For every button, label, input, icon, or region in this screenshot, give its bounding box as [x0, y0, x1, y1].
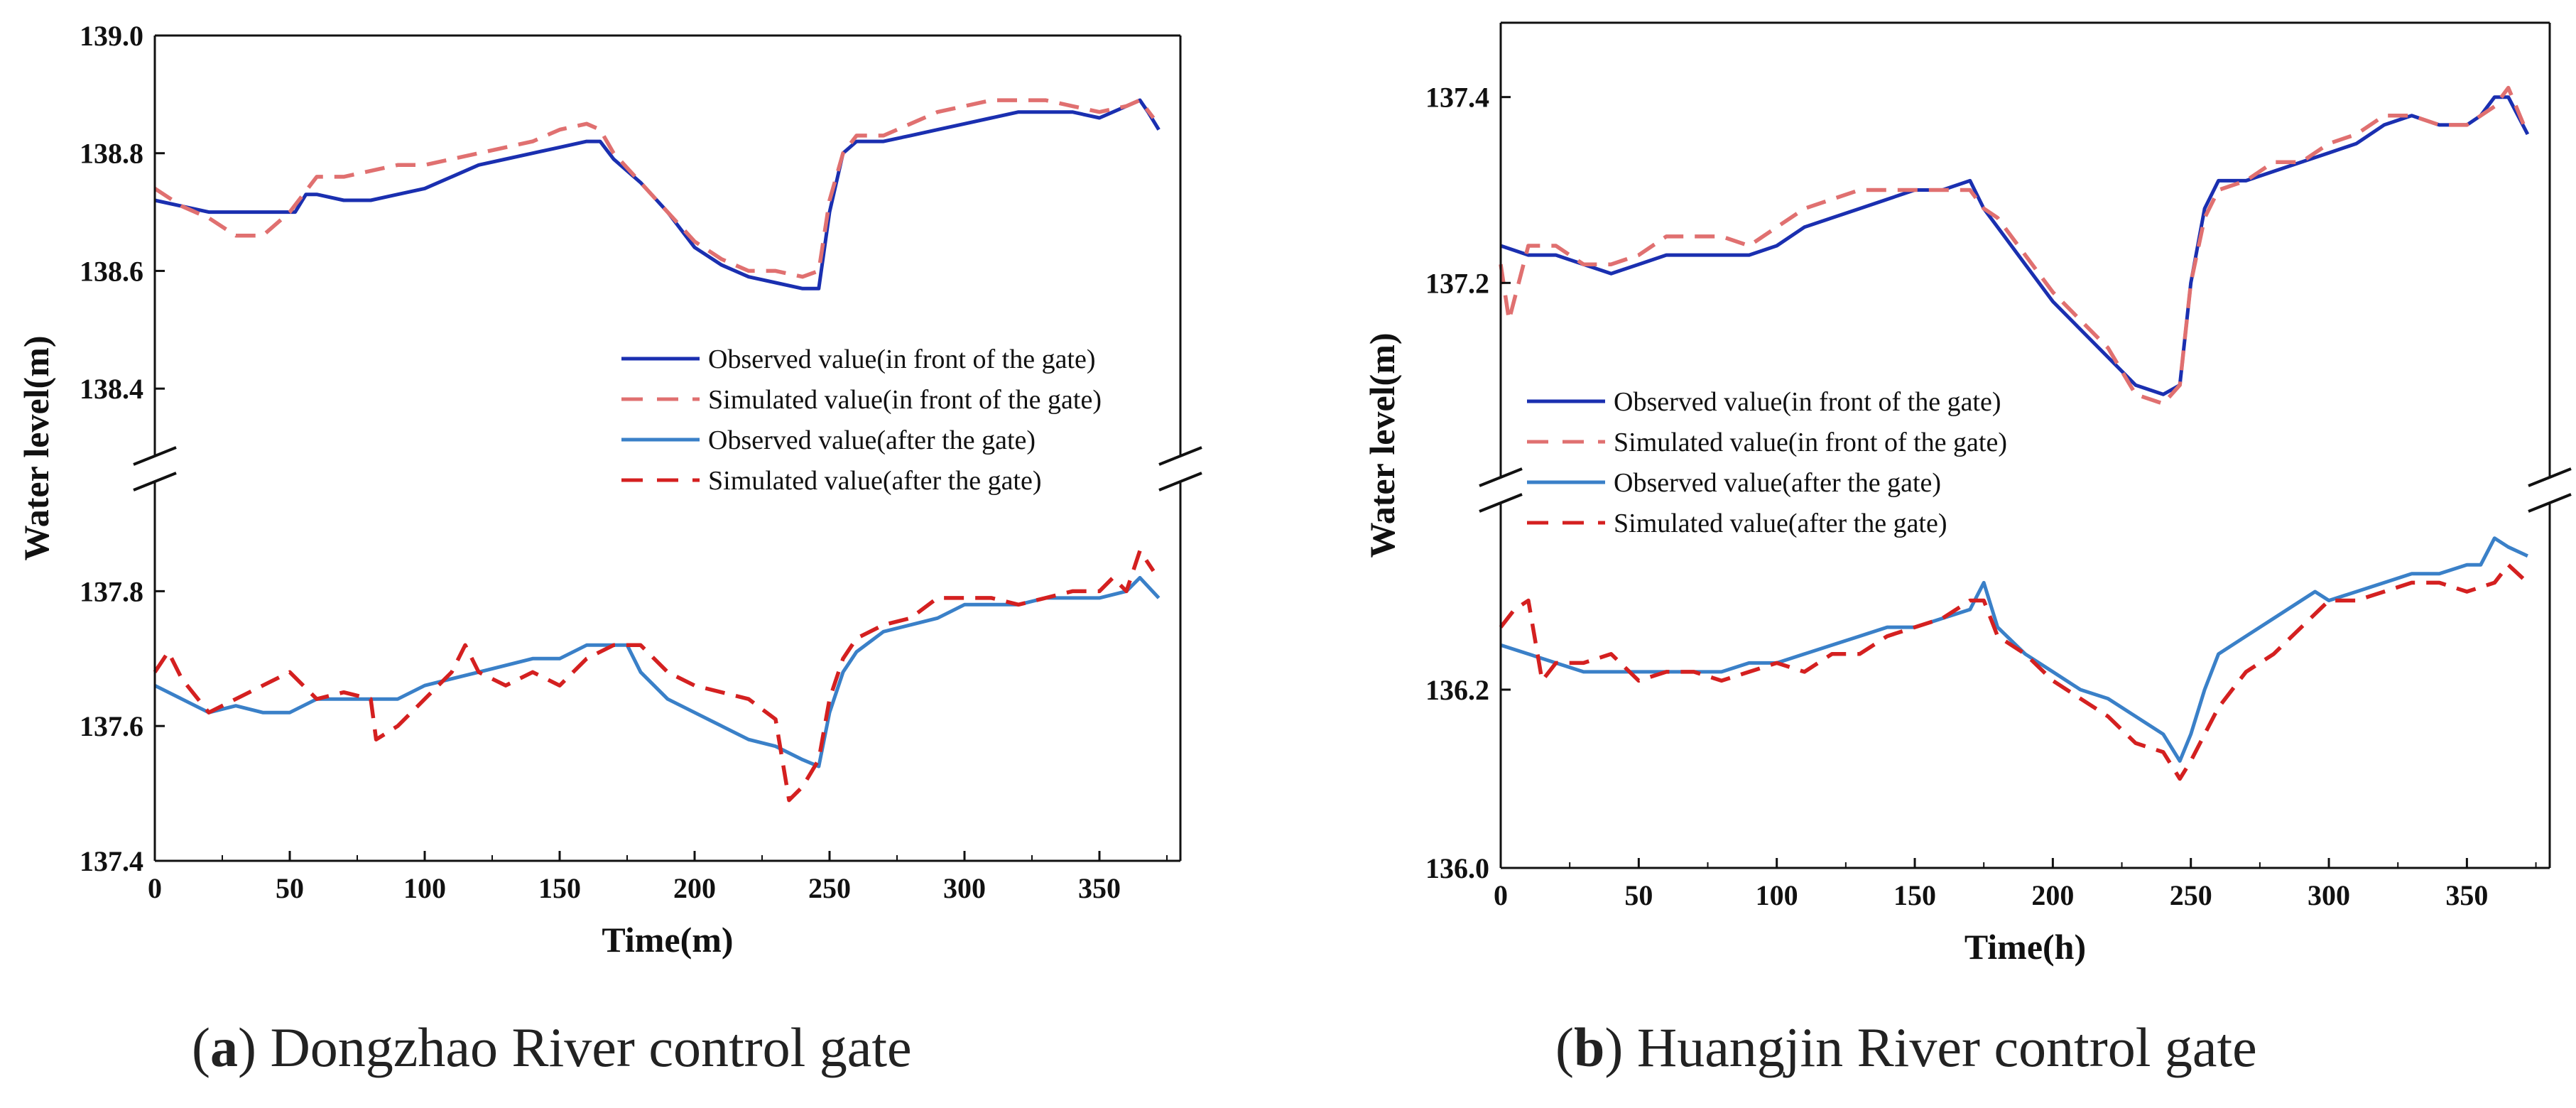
panel-b-x-tick-label-1: 50 [1624, 879, 1653, 911]
panel-a-x-tick-label-6: 300 [943, 872, 986, 904]
panel-b-legend-label-1: Simulated value(in front of the gate) [1614, 428, 2007, 457]
panel-b-x-tick-label-4: 200 [2031, 879, 2074, 911]
panel-b-legend-label-2: Observed value(after the gate) [1614, 468, 1941, 498]
panel-a-series-1-line [153, 98, 1156, 279]
panel-b-x-tick-label-5: 250 [2170, 879, 2212, 911]
panel-b-x-tick-label-0: 0 [1494, 879, 1508, 911]
panel-a-x-tick-label-7: 350 [1078, 872, 1121, 904]
panel-a-lower-y-tick-label-1: 137.6 [80, 710, 143, 742]
panel-b-y-axis-label: Water level(m) [1362, 333, 1402, 558]
panel-a-x-tick-label-2: 100 [403, 872, 446, 904]
panel-a-lower-y-tick-label-0: 137.4 [80, 845, 143, 877]
panel-a-break-mark-right-1 [1158, 446, 1202, 466]
caption-a: (a) Dongzhao River control gate [192, 1016, 912, 1078]
panel-b-x-tick-label-6: 300 [2308, 879, 2350, 911]
panel-b-series-0-line [1500, 95, 2530, 396]
panel-b-series-3-line [1499, 563, 2529, 781]
panel-b-series-1-line [1499, 85, 2530, 406]
caption-b: (b) Huangjin River control gate [1555, 1016, 2257, 1078]
panel-a-legend-label-2: Observed value(after the gate) [708, 425, 1036, 455]
panel-b-break-mark-right-1 [2528, 467, 2572, 487]
panel-a-upper-y-tick-label-0: 138.4 [80, 373, 143, 405]
panel-a-break-mark-right-2 [1158, 472, 1202, 491]
panel-b-break-mark-right-2 [2528, 493, 2572, 513]
panel-a-x-tick-label-4: 200 [673, 872, 716, 904]
panel-b-break-mark-left-1 [1479, 467, 1523, 487]
panel-b-x-tick-label-2: 100 [1756, 879, 1798, 911]
panel-b-lower-y-tick-label-1: 136.2 [1425, 674, 1489, 706]
panel-b-x-axis-label: Time(h) [1964, 927, 2086, 967]
panel-b-x-tick-label-3: 150 [1893, 879, 1936, 911]
panel-a-y-axis-label: Water level(m) [16, 336, 56, 561]
panel-a-x-tick-label-3: 150 [538, 872, 581, 904]
panel-b-legend-label-0: Observed value(in front of the gate) [1614, 387, 2001, 417]
panel-a-break-mark-left-1 [133, 446, 177, 466]
panel-a-legend-label-1: Simulated value(in front of the gate) [708, 385, 1102, 415]
panel-a-upper-y-tick-label-3: 139.0 [80, 20, 143, 52]
panel-a-x-tick-label-0: 0 [148, 872, 162, 904]
panel-b-legend-label-3: Simulated value(after the gate) [1614, 509, 1947, 538]
panel-a-legend-label-0: Observed value(in front of the gate) [708, 344, 1096, 374]
panel-b-x-tick-label-7: 350 [2445, 879, 2488, 911]
panel-a-lower-y-tick-label-2: 137.8 [80, 575, 143, 607]
panel-b-upper-y-tick-label-0: 137.2 [1425, 267, 1489, 299]
panel-a-x-tick-label-1: 50 [276, 872, 304, 904]
panel-a-series-2-line [153, 575, 1161, 768]
panel-a-series-3-line [153, 548, 1156, 803]
panel-a-legend-label-3: Simulated value(after the gate) [708, 466, 1042, 496]
panel-b-lower-y-tick-label-0: 136.0 [1425, 852, 1489, 884]
panel-a-upper-y-tick-label-1: 138.6 [80, 255, 143, 287]
panel-a-x-axis-label: Time(m) [602, 920, 733, 960]
panel-b-upper-y-tick-label-1: 137.4 [1425, 82, 1489, 114]
panel-b-break-mark-left-2 [1479, 493, 1523, 513]
panel-a-upper-y-tick-label-2: 138.8 [80, 138, 143, 170]
panel-a-break-mark-left-2 [133, 472, 177, 491]
panel-a-series-0-line [154, 98, 1161, 290]
panel-a-x-tick-label-5: 250 [808, 872, 851, 904]
panel-b-series-2-line [1500, 536, 2528, 763]
